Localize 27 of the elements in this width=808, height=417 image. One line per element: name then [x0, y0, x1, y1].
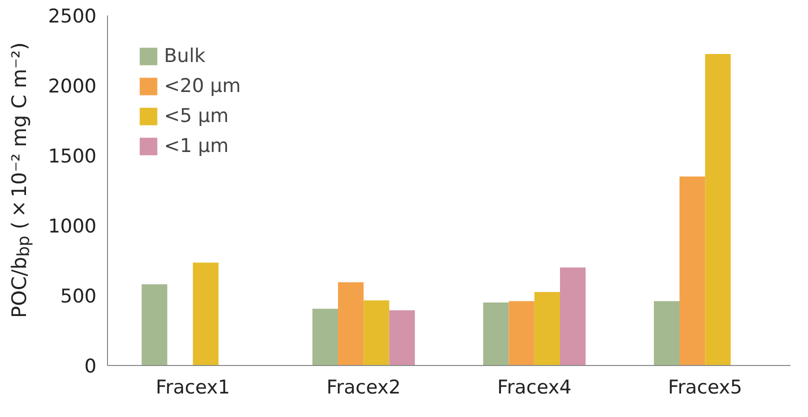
- y-tick-label: 1500: [48, 146, 97, 168]
- y-tick-label: 0: [84, 356, 97, 378]
- bar: [142, 284, 168, 366]
- x-tick-label: Fracex5: [668, 376, 742, 398]
- bar: [312, 308, 338, 366]
- bar: [705, 54, 731, 366]
- y-tick-label: 500: [60, 286, 96, 308]
- bar: [192, 262, 218, 366]
- legend-label: Bulk: [164, 45, 206, 67]
- bar: [389, 310, 415, 366]
- bar: [364, 300, 390, 366]
- bar: [560, 268, 586, 366]
- legend-label: <5 μm: [164, 105, 229, 127]
- bar: [680, 176, 706, 366]
- bar: [654, 301, 680, 366]
- y-tick-label: 2000: [48, 76, 97, 98]
- bar: [508, 301, 534, 366]
- bar: [534, 292, 560, 366]
- legend-label: <1 μm: [164, 135, 229, 157]
- y-tick-label: 1000: [48, 216, 97, 238]
- y-tick-label: 2500: [48, 6, 97, 28]
- bar: [483, 302, 509, 366]
- x-tick-label: Fracex4: [497, 376, 572, 398]
- bar: [338, 282, 364, 366]
- legend-label: <20 μm: [164, 75, 241, 97]
- x-tick-label: Fracex2: [326, 376, 401, 398]
- x-tick-label: Fracex1: [156, 376, 230, 398]
